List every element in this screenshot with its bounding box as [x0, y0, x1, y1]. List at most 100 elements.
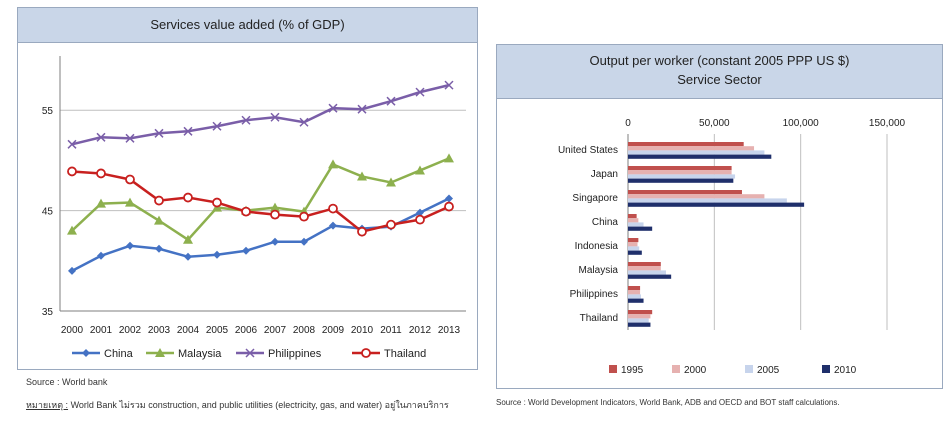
point-china	[155, 244, 163, 253]
y-tick-label: 55	[42, 106, 54, 117]
bar-2010	[628, 250, 642, 255]
legend-swatch-2000	[672, 365, 680, 373]
line-chart-svg: 35 45 55 2000 2001 2002 2003 2004 2005 2006 2007 20…	[42, 56, 466, 360]
point-china	[271, 237, 279, 246]
bar-2000	[628, 218, 639, 223]
point-china	[68, 266, 76, 275]
point-china	[242, 246, 250, 255]
point-philippines	[154, 128, 164, 138]
point-malaysia	[125, 197, 135, 207]
x-tick-label: 2013	[438, 325, 461, 336]
point-philippines	[270, 112, 280, 122]
x-tick-label: 150,000	[869, 118, 906, 129]
point-thailand	[96, 168, 106, 179]
category-label: Indonesia	[575, 241, 619, 252]
bar-1995	[628, 142, 744, 147]
legend-label-2000: 2000	[684, 365, 707, 376]
legend-label-2005: 2005	[757, 365, 780, 376]
point-china	[184, 252, 192, 261]
category-label: Malaysia	[579, 265, 619, 276]
category-label: China	[592, 217, 619, 228]
bar-2000	[628, 242, 638, 247]
x-tick-label: 2007	[264, 325, 287, 336]
point-malaysia	[328, 159, 338, 169]
bar-2010	[628, 226, 653, 231]
point-thailand	[415, 214, 425, 225]
x-tick-label: 100,000	[783, 118, 820, 129]
point-china	[213, 250, 221, 259]
x-tick-label: 2010	[351, 325, 374, 336]
point-china	[445, 194, 453, 203]
bar-2010	[628, 178, 734, 183]
x-tick-label: 2012	[409, 325, 432, 336]
bar-2005	[628, 318, 649, 323]
bar-2010	[628, 298, 644, 303]
point-china	[82, 349, 90, 357]
point-philippines	[212, 121, 222, 131]
y-tick-label: 35	[42, 307, 54, 318]
x-tick-label: 2005	[206, 325, 229, 336]
bar-2010	[628, 322, 651, 327]
bar-2005	[628, 150, 765, 155]
category-label: United States	[558, 145, 618, 156]
x-tick-label: 2006	[235, 325, 258, 336]
bar-2005	[628, 294, 641, 299]
point-philippines	[245, 348, 255, 358]
bar-2000	[628, 266, 661, 271]
point-thailand	[299, 211, 309, 222]
point-malaysia	[357, 171, 367, 181]
point-thailand	[328, 203, 338, 214]
point-thailand	[241, 206, 251, 217]
legend-label-malaysia: Malaysia	[178, 348, 222, 360]
bar-2000	[628, 194, 765, 199]
point-philippines	[444, 80, 454, 90]
bar-1995	[628, 190, 742, 195]
point-china	[416, 208, 424, 217]
services-value-added-chart: Services value added (% of GDP) 35 45 55 20…	[17, 7, 478, 370]
point-malaysia	[96, 198, 106, 208]
legend-swatch-2010	[822, 365, 830, 373]
point-malaysia	[154, 215, 164, 225]
point-malaysia	[183, 234, 193, 244]
bar-2005	[628, 174, 736, 179]
point-malaysia	[155, 348, 165, 357]
series-line-philippines	[71, 83, 450, 146]
bar-chart-svg: 0 50,000 100,000 150,000 United States Japan S…	[558, 118, 906, 376]
point-malaysia	[386, 177, 396, 187]
legend-label-2010: 2010	[834, 365, 857, 376]
point-china	[97, 251, 105, 260]
bar-2010	[628, 274, 672, 279]
point-philippines	[357, 104, 367, 114]
point-philippines	[241, 115, 251, 125]
left-chart-title: Services value added (% of GDP)	[18, 8, 477, 43]
right-chart-title: Output per worker (constant 2005 PPP US …	[589, 53, 850, 68]
point-thailand	[154, 195, 164, 206]
point-thailand	[212, 197, 222, 208]
point-thailand	[361, 348, 371, 358]
series-line-thailand	[71, 170, 450, 234]
bar-2005	[628, 246, 640, 251]
bar-2000	[628, 170, 732, 175]
bar-1995	[628, 262, 661, 267]
legend-label-thailand: Thailand	[384, 348, 426, 360]
point-philippines	[328, 103, 338, 113]
left-note: หมายเหตุ : World Bank ไม่รวม constructio…	[26, 398, 449, 412]
bar-2005	[628, 198, 787, 203]
x-tick-label: 0	[625, 118, 631, 129]
right-source: Source : World Development Indicators, W…	[496, 398, 840, 407]
legend-label-china: China	[104, 348, 134, 360]
point-china	[126, 241, 134, 250]
point-philippines	[96, 132, 106, 142]
point-thailand	[270, 209, 280, 220]
bar-2010	[628, 154, 772, 159]
category-label: Japan	[591, 169, 618, 180]
point-philippines	[67, 139, 77, 149]
bar-1995	[628, 310, 653, 315]
x-tick-label: 2004	[177, 325, 200, 336]
category-label: Singapore	[572, 193, 618, 204]
point-thailand	[125, 174, 135, 185]
legend-swatch-2005	[745, 365, 753, 373]
legend-swatch-1995	[609, 365, 617, 373]
point-philippines	[415, 87, 425, 97]
left-note-text: World Bank ไม่รวม construction, and publ…	[70, 400, 449, 410]
